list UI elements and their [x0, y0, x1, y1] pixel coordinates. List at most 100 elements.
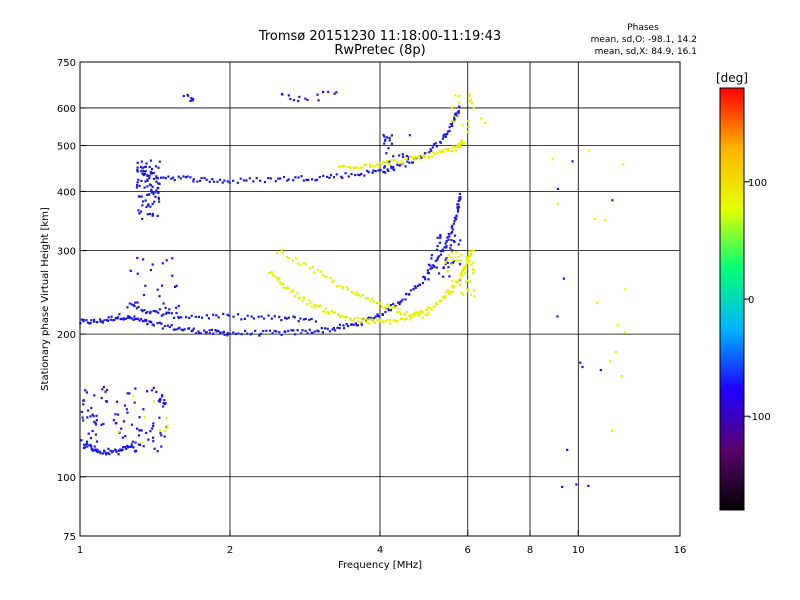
- data-point-O: [138, 429, 141, 432]
- data-point-X: [440, 299, 443, 302]
- data-point-O: [151, 214, 154, 217]
- data-point-O: [273, 329, 276, 333]
- data-point-O: [100, 423, 103, 426]
- data-point-O: [252, 317, 255, 320]
- data-point-O: [137, 305, 140, 309]
- data-point-O: [161, 327, 164, 330]
- data-point-X: [472, 272, 475, 275]
- data-point-O: [90, 406, 93, 410]
- data-point-O: [143, 166, 146, 169]
- data-point-X: [430, 155, 434, 158]
- data-point-X: [313, 306, 316, 309]
- data-point-X: [453, 284, 456, 287]
- data-point-O: [137, 209, 140, 212]
- data-point-X: [344, 316, 347, 319]
- data-point-O: [158, 308, 161, 311]
- data-point-O: [136, 170, 139, 173]
- data-point-O: [401, 153, 404, 156]
- data-point-X: [280, 283, 283, 286]
- data-point-X: [411, 156, 415, 159]
- data-point-O: [99, 318, 102, 321]
- data-point-X: [465, 262, 468, 265]
- data-point-O: [382, 133, 385, 137]
- data-point-O: [134, 301, 137, 304]
- data-point-O: [93, 445, 96, 448]
- data-point-O: [382, 170, 385, 173]
- data-point-O: [260, 315, 263, 318]
- data-point-X: [450, 106, 453, 109]
- data-point-O: [212, 332, 215, 335]
- data-point-O: [250, 332, 253, 335]
- data-point-X: [376, 163, 379, 166]
- data-point-X: [472, 261, 475, 264]
- data-point-O: [145, 205, 148, 208]
- data-point-O: [146, 178, 149, 181]
- data-point-O: [81, 416, 84, 419]
- data-point-O: [162, 176, 165, 179]
- data-point-X: [152, 400, 155, 403]
- data-point-O: [85, 319, 88, 322]
- data-point-O: [141, 217, 144, 220]
- data-point-X: [450, 119, 453, 122]
- data-point-X: [440, 150, 443, 154]
- data-point-O: [140, 160, 143, 163]
- data-point-O: [87, 432, 90, 435]
- data-point-O: [280, 92, 284, 96]
- data-point-O: [450, 239, 453, 242]
- data-point-O: [205, 314, 208, 317]
- data-point-O: [338, 323, 341, 326]
- data-point-X: [296, 262, 299, 265]
- data-point-O: [116, 316, 120, 319]
- data-point-O: [141, 204, 144, 207]
- data-point-X: [458, 94, 461, 97]
- data-point-O: [187, 94, 190, 97]
- data-point-O: [167, 175, 170, 178]
- data-point-O: [152, 192, 155, 195]
- data-point-O: [255, 177, 258, 180]
- data-point-O: [189, 176, 192, 179]
- data-point-O: [158, 200, 161, 203]
- data-point-O: [457, 243, 460, 246]
- data-point-O: [432, 143, 436, 146]
- data-point-O: [91, 413, 94, 416]
- data-point-O: [448, 235, 451, 238]
- data-point-O: [389, 304, 392, 307]
- data-point-X: [452, 145, 455, 148]
- data-point-O: [277, 177, 280, 180]
- data-point-O: [385, 152, 388, 155]
- data-point-O: [453, 234, 457, 237]
- data-point-O: [450, 123, 454, 126]
- data-point-O: [152, 171, 155, 174]
- data-point-O: [182, 175, 185, 178]
- data-point-O: [376, 313, 379, 316]
- data-point-O: [439, 250, 443, 253]
- data-point-O: [442, 134, 445, 137]
- data-point-O: [94, 433, 97, 436]
- data-point-X: [465, 288, 468, 291]
- data-point-O: [342, 327, 346, 330]
- data-point-X: [378, 320, 381, 323]
- data-point-X: [467, 119, 470, 122]
- data-point-X: [321, 273, 324, 276]
- data-point-X: [609, 360, 612, 363]
- data-point-O: [189, 99, 192, 103]
- data-point-X: [556, 202, 559, 205]
- data-point-X: [366, 321, 369, 324]
- data-point-O: [106, 388, 109, 392]
- data-point-O: [314, 320, 317, 323]
- data-point-O: [335, 91, 338, 94]
- data-point-O: [93, 420, 96, 423]
- data-point-X: [378, 302, 381, 305]
- data-point-O: [84, 443, 87, 446]
- data-point-O: [298, 95, 301, 98]
- data-point-X: [275, 276, 278, 279]
- data-point-O: [242, 179, 246, 182]
- data-point-O: [304, 329, 307, 332]
- data-point-O: [175, 284, 178, 287]
- data-point-O: [156, 288, 159, 291]
- data-point-O: [393, 168, 396, 171]
- x-tick-label: 4: [377, 545, 383, 556]
- data-point-O: [164, 402, 167, 405]
- data-point-X: [394, 320, 397, 323]
- data-point-O: [136, 301, 139, 304]
